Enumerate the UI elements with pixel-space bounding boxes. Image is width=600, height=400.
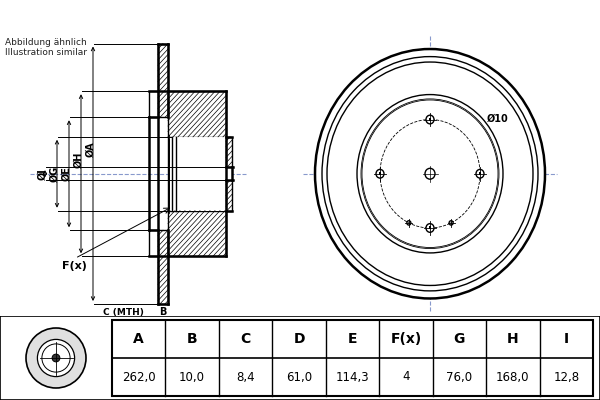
Text: I: I [564,332,569,346]
Text: H: H [507,332,518,346]
Text: A: A [133,332,144,346]
Circle shape [426,115,434,124]
Text: C: C [241,332,251,346]
Text: ØE: ØE [62,166,72,181]
Text: Ø6,6: Ø6,6 [455,225,481,235]
Circle shape [449,221,453,225]
Text: Ø156: Ø156 [435,158,464,168]
Circle shape [26,328,86,388]
Text: ØG: ØG [50,166,60,182]
Circle shape [426,224,434,232]
Circle shape [357,94,503,253]
Text: 410317: 410317 [377,8,464,28]
Text: 4: 4 [402,370,410,384]
Bar [226,180,232,211]
Text: Ø10: Ø10 [487,114,508,124]
Text: E: E [348,332,357,346]
Circle shape [476,170,484,178]
Circle shape [407,221,411,225]
Bar [149,230,158,256]
Circle shape [408,222,410,224]
Text: 262,0: 262,0 [122,370,155,384]
Circle shape [37,339,74,377]
Text: Illustration similar: Illustration similar [5,48,87,57]
Bar [158,44,168,117]
Bar [379,172,382,175]
Bar [225,167,233,180]
Text: 61,0: 61,0 [286,370,312,384]
Text: 114,3: 114,3 [335,370,370,384]
Text: C (MTH): C (MTH) [103,308,143,317]
Circle shape [376,170,384,178]
Text: 2x: 2x [455,207,467,216]
Text: G: G [454,332,465,346]
Text: D: D [293,332,305,346]
Text: 76,0: 76,0 [446,370,472,384]
Text: 8,4: 8,4 [236,370,255,384]
Bar [112,320,593,396]
Text: B: B [160,307,167,317]
Bar [168,91,226,137]
Bar [168,137,226,211]
Text: 168,0: 168,0 [496,370,530,384]
Text: B: B [187,332,197,346]
Text: ØH: ØH [74,152,84,168]
Text: D: D [183,321,191,331]
Text: ØI: ØI [38,168,48,180]
Bar [428,226,431,230]
Bar [158,230,168,304]
Bar [147,38,234,309]
Circle shape [451,222,452,224]
Circle shape [52,354,60,362]
Circle shape [425,168,435,179]
Bar [479,172,481,175]
Circle shape [315,49,545,298]
Circle shape [42,344,70,372]
Text: 24.0110-0317.1: 24.0110-0317.1 [136,8,320,28]
Text: 12,8: 12,8 [553,370,580,384]
Bar [428,118,431,121]
Text: F(x): F(x) [62,260,86,270]
Text: F(x): F(x) [391,332,422,346]
Bar [149,91,158,117]
Text: ØA: ØA [86,142,96,158]
Bar [226,137,232,167]
Text: 10,0: 10,0 [179,370,205,384]
Text: Abbildung ähnlich: Abbildung ähnlich [5,38,87,47]
Bar [168,211,226,256]
